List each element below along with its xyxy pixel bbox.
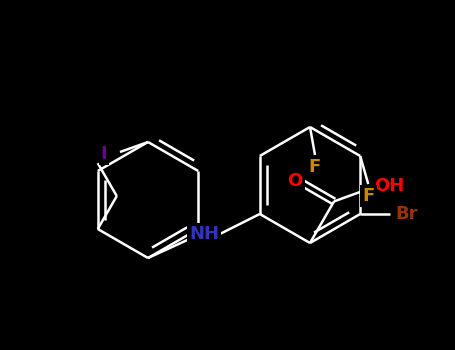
Text: NH: NH — [189, 225, 219, 243]
Text: F: F — [309, 158, 321, 176]
Text: OH: OH — [374, 177, 404, 195]
Text: O: O — [287, 173, 303, 190]
Text: F: F — [362, 187, 374, 205]
Text: Br: Br — [395, 205, 418, 223]
Text: I: I — [101, 145, 107, 163]
